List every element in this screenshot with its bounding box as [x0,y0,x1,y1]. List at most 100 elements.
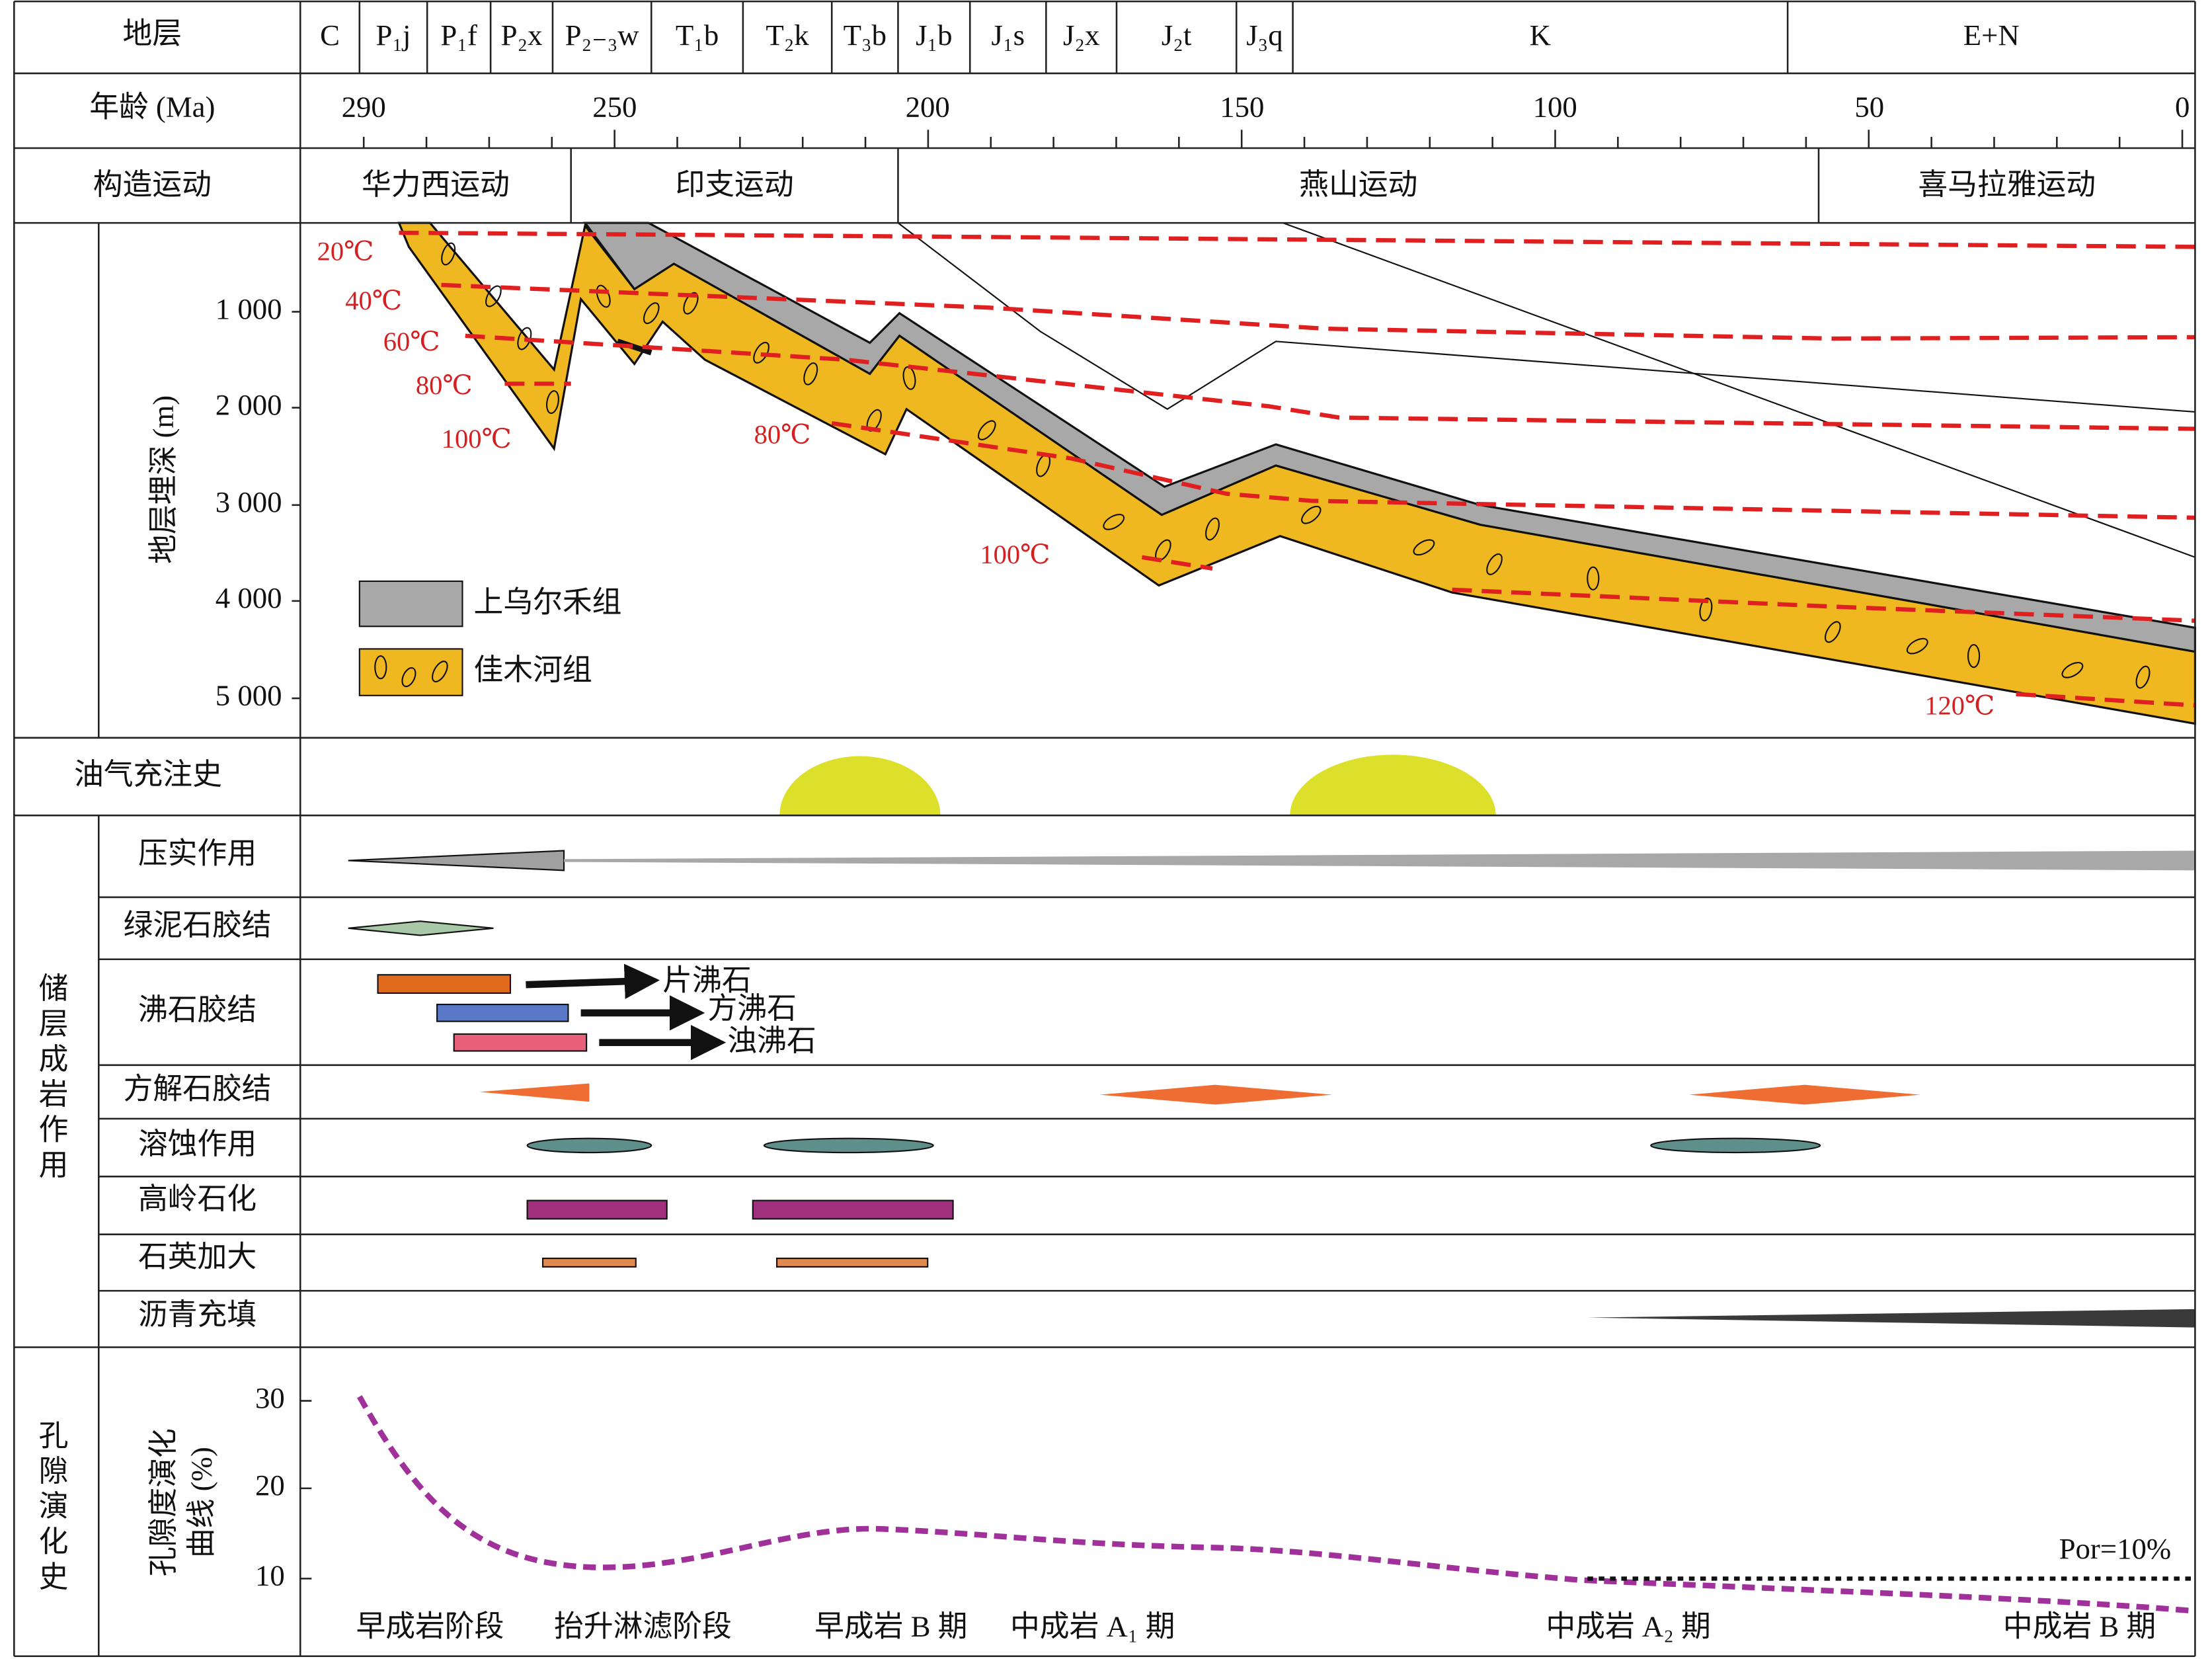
y-tick-label: 10 [255,1559,285,1592]
stage-label: 中成岩 A₁ 期 [1010,1609,1175,1642]
axis-title: 曲线 (%) [185,1447,218,1558]
row-label: 溶蚀作用 [138,1127,257,1160]
y-tick-label: 30 [255,1381,285,1414]
age-label: 0 [2175,91,2190,124]
group-label-char: 隙 [39,1455,69,1488]
zeolite-bar [377,974,512,994]
tectonic-label: 燕山运动 [1299,168,1417,201]
tectonic-label: 华力西运动 [362,168,510,201]
y-tick-label: 1 000 [216,292,282,325]
row-label: 构造运动 [93,168,212,201]
pebble [1824,621,1841,643]
pebble [683,292,699,315]
age-label: 290 [342,91,386,124]
pebble [2061,662,2084,678]
pebble [1486,553,1503,575]
pebble [1301,505,1322,524]
row-label: 压实作用 [138,836,257,870]
group-label-char: 层 [39,1007,69,1040]
y-tick-label: 4 000 [216,581,282,614]
stage-label: 中成岩 A₂ 期 [1546,1609,1710,1642]
isotherm [1141,555,1213,571]
isotherm [2016,692,2195,708]
isotherm-label: 40℃ [345,286,402,315]
isotherm [831,421,2195,520]
strata-label: P₁f [440,19,477,52]
pebble [596,284,611,308]
age-label: 150 [1220,91,1264,124]
age-label: 250 [592,91,637,124]
stage-label: 早成岩阶段 [356,1609,504,1642]
age-label: 50 [1854,91,1884,124]
strata-label: J₂x [1063,19,1099,52]
burial-line [897,222,2195,413]
stage-label: 中成岩 B 期 [2003,1609,2156,1642]
burial-line [1283,222,2195,558]
group-label-char: 成 [39,1043,69,1076]
stage-label: 早成岩 B 期 [814,1609,967,1642]
calcite [479,1083,590,1102]
dissolution [1650,1137,1821,1154]
strata-label: J₃q [1246,19,1283,52]
stage-label: 抬升淋滤阶段 [554,1609,732,1642]
pebble [485,285,502,307]
group-label-char: 储 [39,972,69,1005]
quartz-overgrowth [775,1258,929,1268]
axis-title: 地层埋深 (m) [147,395,180,564]
group-label-char: 作 [39,1113,69,1146]
pebble [432,661,448,682]
calcite [1688,1084,1920,1105]
strata-label: P₂₋₃w [565,19,640,52]
row-label: 高岭石化 [138,1182,257,1215]
compaction [348,850,565,871]
age-label: 200 [906,91,950,124]
isotherm-label: 60℃ [383,327,440,356]
strata-label: J₂t [1162,19,1192,52]
calcite [1099,1084,1333,1105]
strata-label: K [1530,19,1551,52]
axis-title: 孔隙度演化 [147,1428,180,1576]
kaolinite [752,1199,954,1220]
grey-layer [582,222,2197,653]
pebble [1699,597,1713,622]
bitumen [1587,1309,2195,1328]
compaction [564,850,2195,871]
zeolite-label: 片沸石 [662,963,751,996]
isotherm-label: 100℃ [980,540,1050,569]
pebble [1587,566,1600,590]
legend-label: 上乌尔禾组 [474,586,622,619]
pebble [803,362,818,385]
pebble [1205,517,1220,541]
row-label: 方解石胶结 [124,1072,272,1106]
pebble [1967,643,1981,668]
pebble [643,302,660,325]
row-label: 沥青充填 [138,1298,257,1331]
group-label-char: 岩 [39,1078,69,1111]
dissolution [763,1137,934,1154]
isotherm [465,333,2195,431]
group-label-char: 史 [39,1560,69,1594]
row-label: 地层 [123,17,182,50]
y-tick-label: 5 000 [216,678,282,711]
row-label: 石英加大 [138,1240,257,1273]
y-tick-label: 20 [255,1469,285,1502]
pebble [1103,514,1125,530]
charging-event [1290,754,1496,816]
isotherm-label: 80℃ [416,370,473,400]
quartz-overgrowth [541,1258,637,1268]
isotherm [441,282,2195,341]
row-label: 沸石胶结 [138,993,257,1026]
strata-label: E+N [1963,19,2020,52]
strata-label: C [320,19,340,52]
pebble [977,420,996,440]
porosity-curve [357,1395,2195,1614]
isotherm-label: 80℃ [754,420,811,450]
chlorite [348,920,494,936]
tectonic-label: 印支运动 [676,168,794,201]
strata-label: T₂k [766,19,809,52]
isotherm-label: 100℃ [442,424,512,454]
group-label-char: 孔 [39,1419,69,1452]
legend-label: 佳木河组 [474,653,592,686]
